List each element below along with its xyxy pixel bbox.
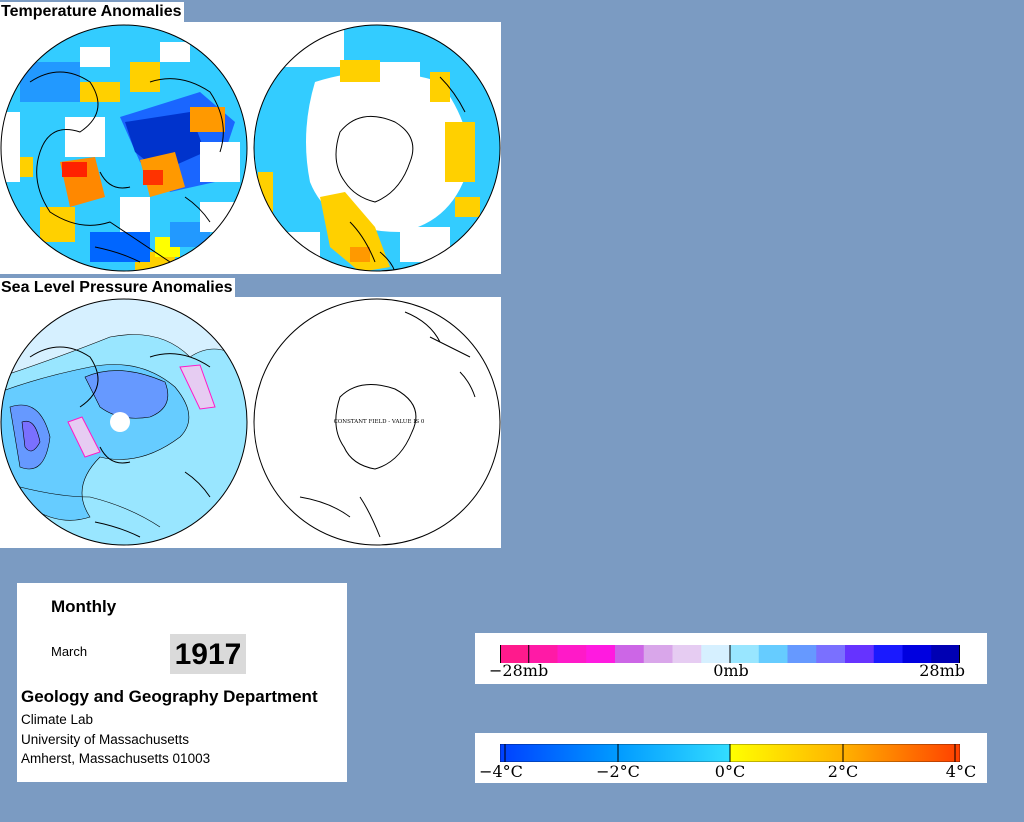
month-label: March — [51, 644, 88, 659]
address-line: Amherst, Massachusetts 01003 — [21, 751, 211, 766]
pressure-south-globe — [253, 298, 501, 546]
pressure-colorbar-cell — [557, 645, 587, 663]
pressure-colorbar — [500, 645, 960, 663]
pressure-colorbar-cell — [845, 645, 875, 663]
pressure-colorbar-cell — [615, 645, 645, 663]
year-badge: 1917 — [170, 634, 246, 674]
pressure-colorbar-cell — [787, 645, 817, 663]
temperature-colorbar — [500, 744, 960, 762]
pressure-colorbar-cell — [528, 645, 558, 663]
temperature-south-globe — [253, 24, 501, 272]
pressure-south-note: CONSTANT FIELD - VALUE IS 0 — [334, 419, 425, 425]
temperature-tick-zero: 0°C — [714, 762, 746, 781]
temperature-tick-minus4: −4°C — [479, 762, 523, 781]
department-name: Geology and Geography Department — [21, 687, 318, 706]
pressure-colorbar-cell — [701, 645, 731, 663]
pressure-map-panel: CONSTANT FIELD - VALUE IS 0 — [0, 297, 501, 548]
pressure-colorbar-cell — [873, 645, 903, 663]
temperature-tick-plus2: 2°C — [827, 762, 859, 781]
pressure-tick-max: 28mb — [919, 661, 965, 680]
pressure-colorbar-cell — [902, 645, 932, 663]
info-box: Monthly March 1917 Geology and Geography… — [17, 583, 347, 782]
pressure-colorbar-cell — [758, 645, 788, 663]
temperature-title: Temperature Anomalies — [0, 2, 184, 22]
pressure-colorbar-cell — [586, 645, 616, 663]
temperature-north-globe — [0, 24, 248, 272]
pressure-colorbar-cell — [672, 645, 702, 663]
temperature-map-panel — [0, 22, 501, 274]
pressure-colorbar-cell — [500, 645, 530, 663]
university-name: University of Massachusetts — [21, 732, 190, 747]
pressure-colorbar-cell — [931, 645, 960, 663]
temperature-tick-plus4: 4°C — [945, 762, 977, 781]
pressure-north-globe — [0, 298, 248, 546]
temperature-tick-minus2: −2°C — [596, 762, 640, 781]
pressure-title: Sea Level Pressure Anomalies — [0, 278, 235, 298]
temperature-legend: −4°C −2°C 0°C 2°C 4°C — [475, 733, 987, 783]
pressure-colorbar-cell — [816, 645, 846, 663]
pressure-tick-zero: 0mb — [713, 661, 749, 680]
pressure-colorbar-cell — [730, 645, 760, 663]
pressure-legend: −28mb 0mb 28mb — [475, 633, 987, 684]
lab-name: Climate Lab — [21, 712, 94, 727]
pressure-colorbar-cell — [643, 645, 673, 663]
period-label: Monthly — [51, 597, 117, 616]
pressure-tick-min: −28mb — [489, 661, 549, 680]
